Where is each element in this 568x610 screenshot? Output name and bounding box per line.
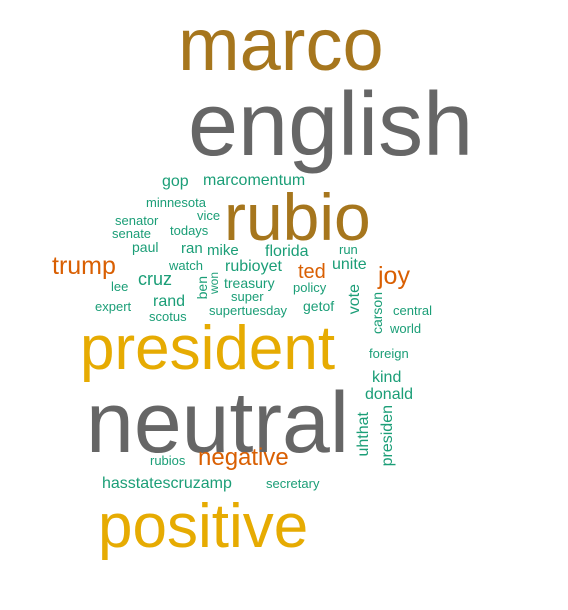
word-foreign: foreign: [369, 346, 409, 361]
word-mike: mike: [207, 242, 239, 259]
word-rubioyet: rubioyet: [225, 258, 282, 275]
word-cruz: cruz: [138, 269, 173, 289]
word-gop: gop: [162, 173, 189, 190]
word-watch: watch: [169, 258, 203, 273]
word-trump: trump: [52, 252, 116, 280]
word-vice: vice: [197, 208, 221, 223]
word-super: super: [231, 289, 264, 304]
word-negative: negative: [198, 444, 289, 471]
word-uhthat: uhthat: [355, 412, 372, 457]
word-scotus: scotus: [149, 309, 187, 324]
word-rubio: rubio: [224, 180, 371, 254]
word-hasstatescruzamp: hasstatescruzamp: [102, 475, 232, 492]
word-florida: florida: [265, 243, 309, 260]
word-treasury: treasury: [224, 275, 275, 291]
word-expert: expert: [95, 299, 132, 314]
word-presiden: presiden: [379, 405, 396, 467]
word-carson: carson: [369, 292, 385, 335]
word-policy: policy: [293, 280, 327, 295]
word-getof: getof: [303, 298, 335, 314]
word-todays: todays: [170, 223, 209, 238]
word-minnesota: minnesota: [146, 195, 206, 210]
word-marcomentum: marcomentum: [203, 172, 306, 189]
word-lee: lee: [111, 279, 129, 294]
word-unite: unite: [332, 256, 367, 273]
word-paul: paul: [132, 239, 159, 255]
word-senate: senate: [112, 226, 152, 241]
word-marco: marco: [178, 3, 384, 86]
word-won: won: [207, 272, 221, 295]
word-world: world: [390, 321, 422, 336]
word-rand: rand: [153, 293, 186, 310]
word-joy: joy: [378, 262, 410, 290]
word-neutral: neutral: [86, 375, 349, 471]
word-senator: senator: [115, 213, 159, 228]
word-vote: vote: [346, 284, 363, 315]
word-central: central: [393, 303, 433, 318]
word-secretary: secretary: [266, 476, 320, 491]
word-president: president: [80, 314, 336, 383]
word-ted: ted: [298, 261, 326, 283]
word-english: english: [188, 75, 474, 175]
word-run: run: [339, 242, 358, 257]
word-supertuesday: supertuesday: [209, 303, 288, 318]
word-kind: kind: [372, 369, 402, 386]
word-rubios: rubios: [150, 453, 186, 468]
word-donald: donald: [365, 386, 414, 403]
word-ran: ran: [181, 240, 203, 257]
word-positive: positive: [98, 492, 309, 561]
